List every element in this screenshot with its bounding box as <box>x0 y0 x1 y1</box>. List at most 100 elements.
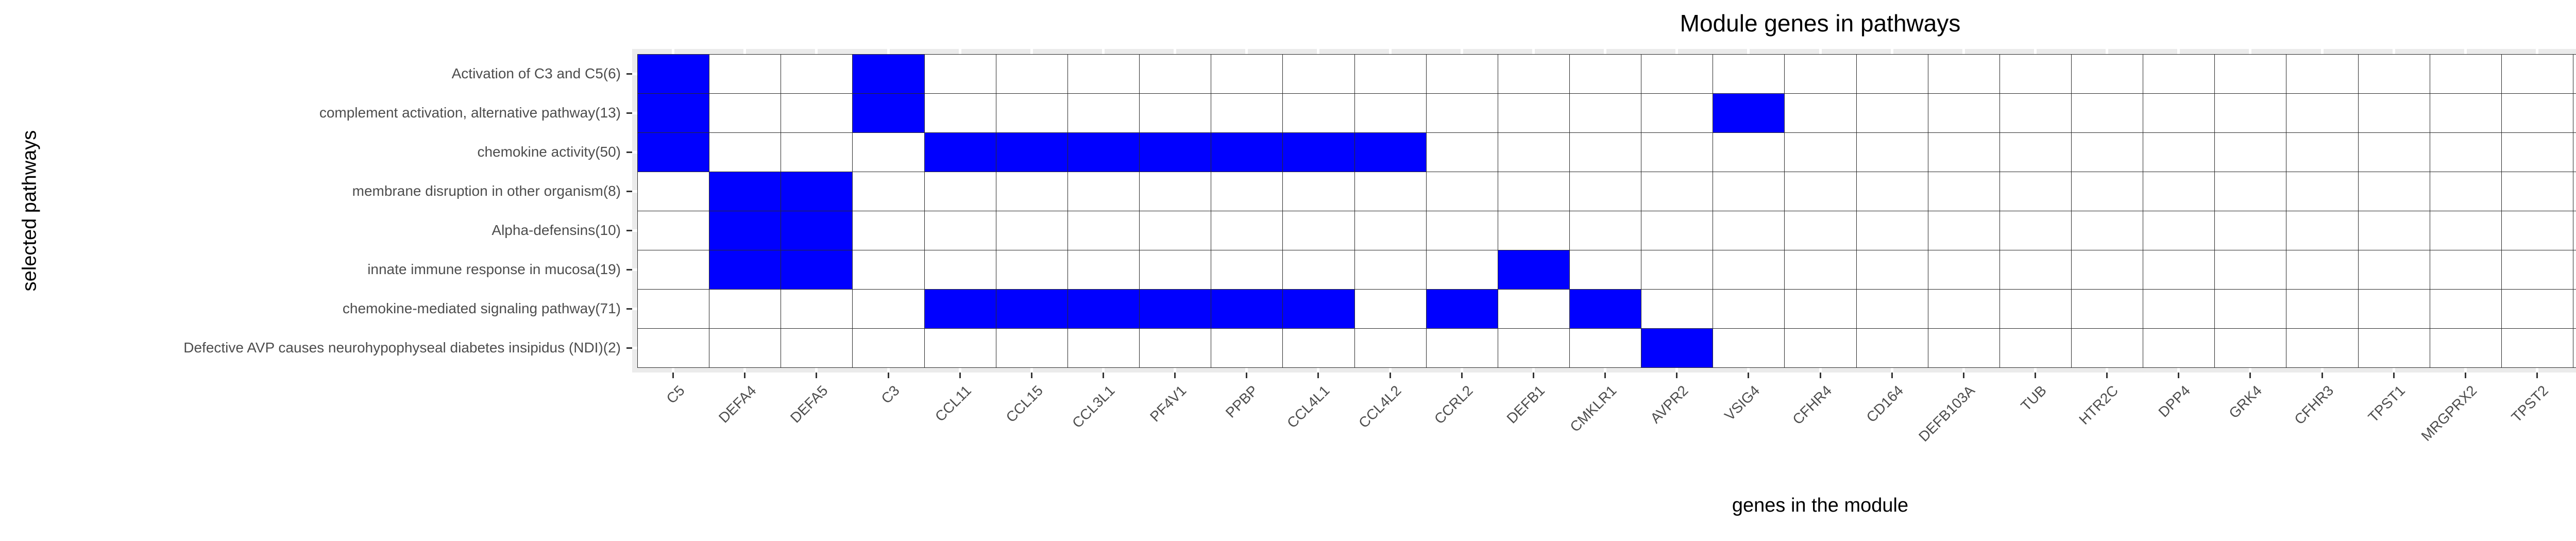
x-tick-mark <box>1461 373 1463 378</box>
heatmap-cell <box>924 172 996 211</box>
heatmap-cell <box>2286 94 2359 133</box>
x-tick-mark <box>1030 373 1032 378</box>
x-tick-mark <box>1819 373 1821 378</box>
heatmap-cell <box>1211 211 1283 250</box>
x-tick-mark <box>1748 373 1750 378</box>
heatmap-cell <box>709 290 782 329</box>
heatmap-cell <box>1498 94 1570 133</box>
heatmap-cell <box>1928 133 2000 172</box>
heatmap-cell <box>2215 250 2287 290</box>
heatmap-cell <box>2215 329 2287 368</box>
heatmap-cell <box>996 172 1068 211</box>
x-tick-mark <box>672 373 674 378</box>
heatmap-cell <box>2430 94 2502 133</box>
heatmap-cell <box>2072 133 2144 172</box>
heatmap-cell <box>1569 133 1642 172</box>
heatmap-cell <box>2215 133 2287 172</box>
x-tick-label: TPST1 <box>2365 382 2409 426</box>
heatmap-cell <box>1856 94 1928 133</box>
heatmap-cell <box>1283 211 1355 250</box>
x-tick-mark <box>2034 373 2036 378</box>
x-tick-mark <box>1389 373 1391 378</box>
x-tick-mark <box>2464 373 2466 378</box>
heatmap-cell <box>2215 55 2287 94</box>
heatmap-cell <box>1426 211 1498 250</box>
heatmap-cell <box>2358 94 2430 133</box>
x-tick-label: CFHR3 <box>2291 382 2336 428</box>
heatmap-cell <box>1498 172 1570 211</box>
y-tick-label: Alpha-defensins(10) <box>492 222 621 238</box>
heatmap-cell <box>1713 211 1785 250</box>
heatmap-cell <box>1211 55 1283 94</box>
heatmap-cell <box>781 94 853 133</box>
heatmap-cell <box>1569 172 1642 211</box>
heatmap-cell <box>2215 290 2287 329</box>
heatmap-cell <box>1498 211 1570 250</box>
heatmap-cell <box>1140 329 1212 368</box>
heatmap-cell <box>1999 250 2072 290</box>
heatmap-cell <box>638 290 710 329</box>
heatmap-cell <box>1569 329 1642 368</box>
heatmap-cell <box>1928 290 2000 329</box>
heatmap-cell <box>996 211 1068 250</box>
heatmap-cell <box>853 94 925 133</box>
y-tick-label: Defective AVP causes neurohypophyseal di… <box>183 340 621 356</box>
heatmap-cell <box>2072 211 2144 250</box>
y-tick-mark <box>626 347 632 349</box>
heatmap-cell <box>2573 94 2576 133</box>
heatmap-cell <box>1569 211 1642 250</box>
heatmap-cell <box>2430 329 2502 368</box>
heatmap-cell <box>2143 172 2215 211</box>
x-tick-mark <box>887 373 889 378</box>
x-tick-label: TPST2 <box>2508 382 2552 426</box>
heatmap-cell <box>924 250 996 290</box>
y-tick-mark <box>626 112 632 114</box>
heatmap-cell <box>2430 133 2502 172</box>
heatmap-cell <box>781 329 853 368</box>
heatmap-cell <box>2501 250 2574 290</box>
heatmap-cell <box>924 290 996 329</box>
heatmap-cell <box>1785 290 1857 329</box>
heatmap-cell <box>1856 55 1928 94</box>
heatmap-cell <box>1641 211 1714 250</box>
heatmap-cell <box>2430 290 2502 329</box>
heatmap-cell <box>1283 172 1355 211</box>
x-tick-label: C3 <box>878 382 903 407</box>
heatmap-cell <box>1067 172 1140 211</box>
heatmap-cell <box>709 133 782 172</box>
heatmap-cell <box>1067 94 1140 133</box>
heatmap-cell <box>1713 94 1785 133</box>
y-tick-mark <box>626 229 632 231</box>
heatmap-cell <box>996 329 1068 368</box>
y-tick-label: Activation of C3 and C5(6) <box>451 65 621 81</box>
x-tick-label: CCL11 <box>932 382 975 425</box>
heatmap-cell <box>1785 250 1857 290</box>
heatmap-cell <box>1354 172 1427 211</box>
heatmap-cell <box>1641 94 1714 133</box>
heatmap-cell <box>1928 250 2000 290</box>
heatmap-cell <box>2143 290 2215 329</box>
x-axis-title: genes in the module <box>1732 495 1909 516</box>
x-tick-label: CCL4L2 <box>1355 382 1405 431</box>
x-tick-mark <box>1174 373 1176 378</box>
heatmap-cell <box>1211 133 1283 172</box>
heatmap-cell <box>709 55 782 94</box>
y-tick-mark <box>626 73 632 75</box>
heatmap-cell <box>924 329 996 368</box>
heatmap-cell <box>709 172 782 211</box>
heatmap-cell <box>1999 211 2072 250</box>
heatmap-cell <box>2501 94 2574 133</box>
heatmap-cell <box>1067 211 1140 250</box>
y-tick-label: chemokine-mediated signaling pathway(71) <box>342 300 621 316</box>
heatmap-cell <box>1067 290 1140 329</box>
heatmap-cell <box>924 211 996 250</box>
heatmap-cell <box>853 55 925 94</box>
heatmap-cell <box>1928 172 2000 211</box>
heatmap-cell <box>1211 94 1283 133</box>
heatmap-cell <box>1426 55 1498 94</box>
heatmap-cell <box>1928 55 2000 94</box>
x-tick-label: HTR2C <box>2076 382 2122 428</box>
heatmap-cell <box>2072 329 2144 368</box>
heatmap-cell <box>853 211 925 250</box>
heatmap-cell <box>1713 250 1785 290</box>
